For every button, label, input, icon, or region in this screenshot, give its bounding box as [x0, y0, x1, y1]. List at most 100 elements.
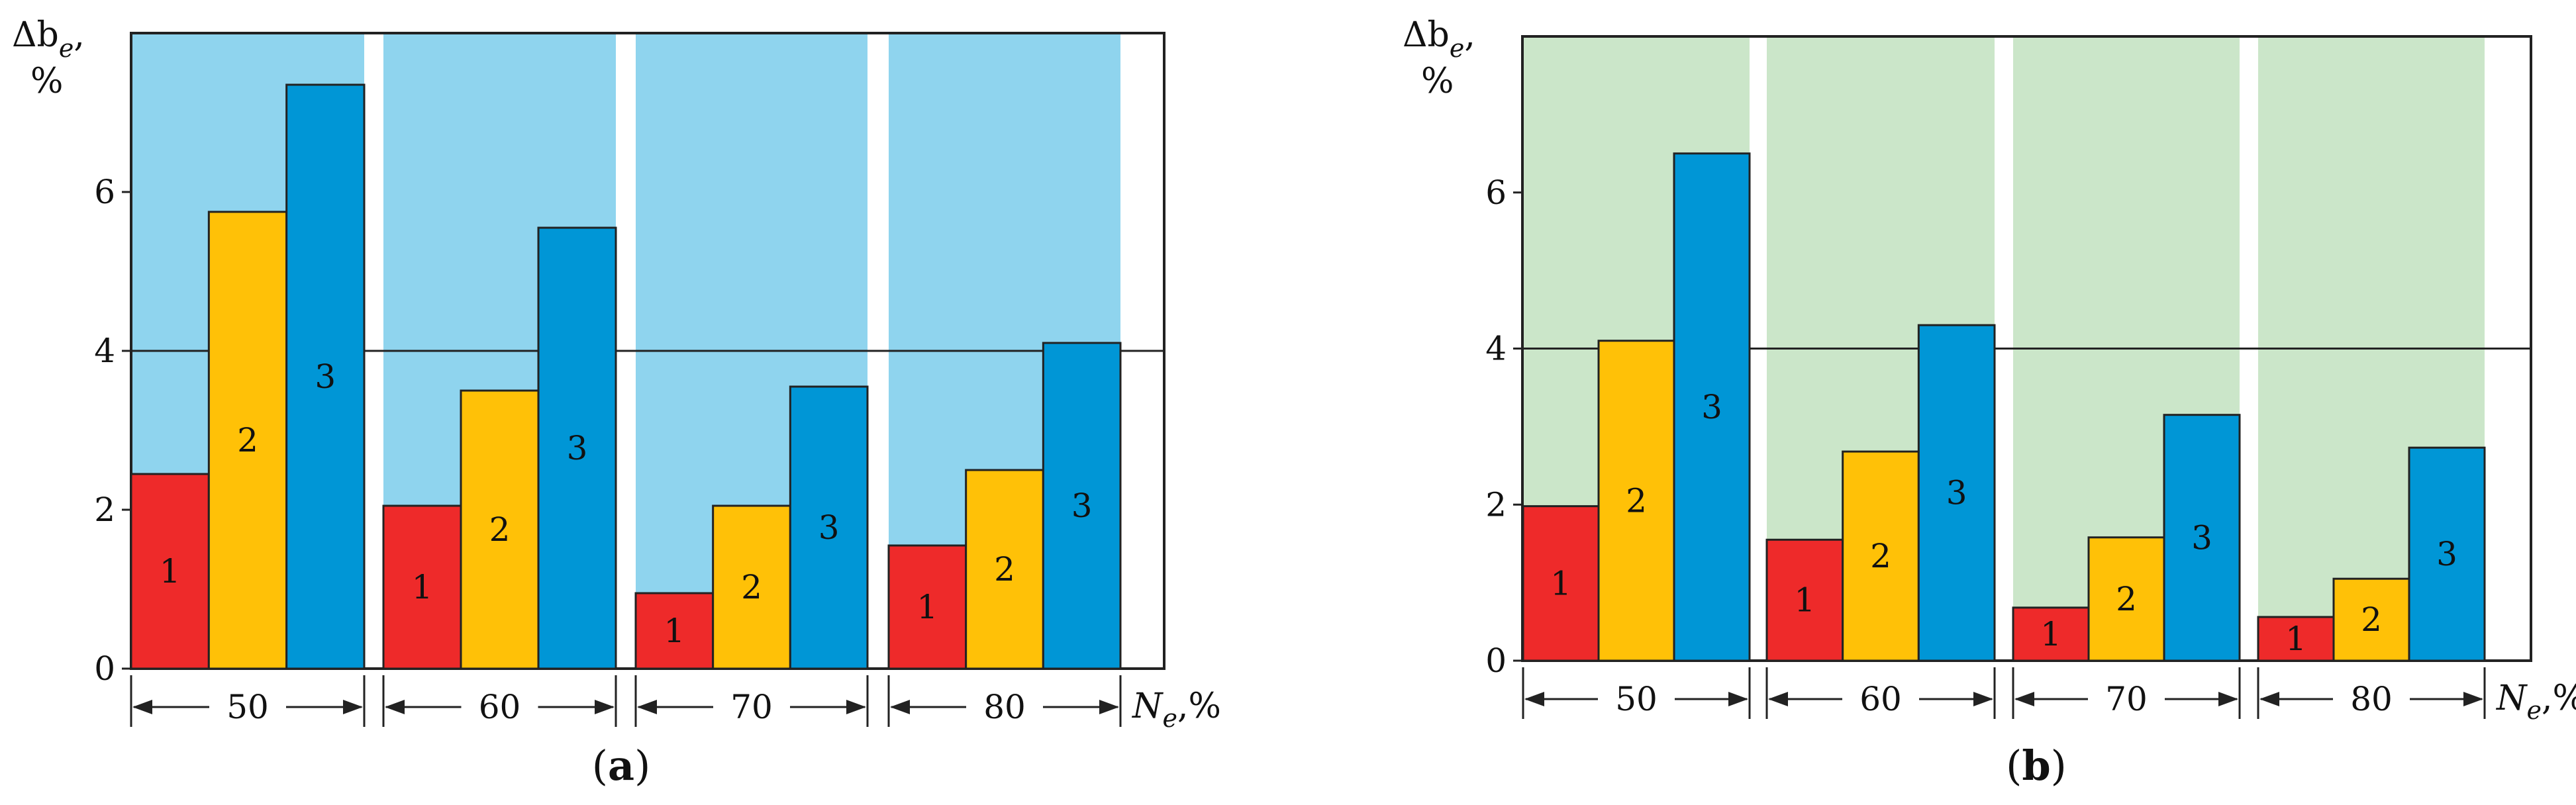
arrowhead-right: [1099, 700, 1119, 714]
bar-series-label: 1: [412, 568, 433, 606]
bar-3-50: [285, 83, 366, 670]
y-axis-label: Δbe,: [1403, 15, 1475, 63]
y-tick-label: 0: [94, 649, 115, 688]
bar-series-label: 3: [1946, 474, 1967, 512]
bar-3-70: [2163, 414, 2241, 662]
arrowhead-left: [2014, 692, 2034, 706]
bar-3-60: [537, 226, 617, 670]
bar-3-80: [2408, 446, 2486, 662]
x-axis-label-sub: e: [2527, 696, 2542, 725]
panel-caption: (b): [2006, 741, 2067, 790]
y-tick-label: 4: [1485, 330, 1507, 368]
caption-close-paren: ): [2051, 741, 2067, 790]
bar-series-label: 3: [818, 508, 840, 547]
panel-caption: (a): [592, 741, 651, 790]
arrowhead-right: [595, 700, 615, 714]
bar-series-label: 2: [2116, 580, 2137, 618]
bar-1-70: [2012, 606, 2090, 662]
caption-open-paren: (: [592, 741, 608, 790]
bar-series-label: 3: [1701, 388, 1722, 426]
bar-series-label: 2: [994, 550, 1015, 589]
bar-series-label: 3: [315, 357, 336, 396]
bar-series-label: 3: [567, 429, 588, 467]
y-tick-label: 6: [1485, 173, 1507, 212]
bar-series-label: 3: [1071, 487, 1093, 525]
x-axis-label-main: N: [1131, 687, 1164, 726]
x-axis-label-suffix: ,%: [2542, 679, 2576, 718]
arrowhead-right: [343, 700, 363, 714]
panel-caption-letter: b: [2022, 741, 2050, 790]
x-category-label: 60: [1859, 680, 1902, 718]
bar-3-80: [1042, 342, 1122, 670]
y-tick-label: 2: [1485, 485, 1507, 524]
y-axis-label-suffix: ,: [1464, 15, 1475, 55]
bar-series-label: 3: [2191, 518, 2212, 557]
x-category-label: 60: [479, 688, 521, 726]
y-axis-label-sub: e: [59, 34, 74, 63]
bar-2-50: [1597, 340, 1675, 662]
y-axis-label: Δbe,: [12, 15, 85, 63]
bar-series-label: 2: [741, 568, 762, 606]
arrowhead-left: [637, 700, 657, 714]
y-tick-label: 6: [94, 173, 115, 211]
x-category-label: 70: [730, 688, 773, 726]
y-axis-unit: %: [1421, 62, 1454, 101]
bar-1-80: [887, 544, 967, 670]
y-axis-unit: %: [30, 62, 63, 101]
bar-series-label: 1: [1550, 564, 1571, 602]
y-axis-label-main: Δb: [1403, 15, 1450, 55]
x-axis-label: Ne,%: [1131, 687, 1221, 733]
arrowhead-left: [1768, 692, 1788, 706]
bar-series-label: 3: [2436, 535, 2457, 573]
y-tick-label: 0: [1485, 641, 1507, 680]
arrowhead-right: [2463, 692, 2483, 706]
bar-2-50: [207, 211, 288, 670]
x-category-label: 80: [983, 688, 1026, 726]
x-axis-label-suffix: ,%: [1177, 687, 1221, 726]
y-axis-label-suffix: ,: [74, 15, 85, 55]
y-tick-label: 4: [94, 332, 115, 370]
bar-series-label: 1: [2040, 615, 2061, 653]
arrowhead-left: [2259, 692, 2279, 706]
arrowhead-left: [890, 700, 910, 714]
bar-series-label: 2: [1626, 481, 1647, 520]
bar-1-50: [1522, 505, 1600, 662]
arrowhead-right: [2218, 692, 2238, 706]
arrowhead-right: [1728, 692, 1748, 706]
arrowhead-right: [1973, 692, 1993, 706]
x-category-label: 50: [226, 688, 269, 726]
bar-3-50: [1673, 152, 1751, 662]
arrowhead-right: [846, 700, 866, 714]
y-axis-label-sub: e: [1450, 34, 1465, 63]
bar-series-label: 1: [1794, 581, 1815, 620]
bar-2-60: [1842, 450, 1920, 662]
caption-open-paren: (: [2006, 741, 2022, 790]
bar-1-60: [1765, 538, 1844, 662]
bar-2-80: [2332, 577, 2410, 662]
bar-series-label: 1: [664, 612, 685, 650]
caption-close-paren: ): [634, 741, 650, 790]
x-axis-label: Ne,%: [2495, 679, 2576, 725]
x-category-label: 70: [2105, 680, 2148, 718]
x-category-label: 80: [2350, 680, 2393, 718]
x-axis-label-main: N: [2495, 679, 2528, 718]
bar-series-label: 2: [1870, 537, 1891, 575]
y-tick-label: 2: [94, 491, 115, 529]
bar-series-label: 1: [2285, 620, 2306, 658]
panel-caption-letter: a: [608, 741, 634, 790]
bar-2-60: [460, 389, 540, 670]
x-axis-label-sub: e: [1163, 704, 1178, 733]
x-category-label: 50: [1615, 680, 1658, 718]
bar-series-label: 1: [916, 588, 938, 626]
bar-3-60: [1917, 324, 1996, 662]
bar-2-80: [965, 469, 1044, 670]
bar-series-label: 2: [237, 421, 258, 459]
bar-series-label: 2: [2361, 600, 2382, 639]
y-axis-label-main: Δb: [12, 15, 59, 55]
arrowhead-left: [1524, 692, 1544, 706]
bar-series-label: 2: [489, 510, 511, 549]
arrowhead-left: [385, 700, 405, 714]
